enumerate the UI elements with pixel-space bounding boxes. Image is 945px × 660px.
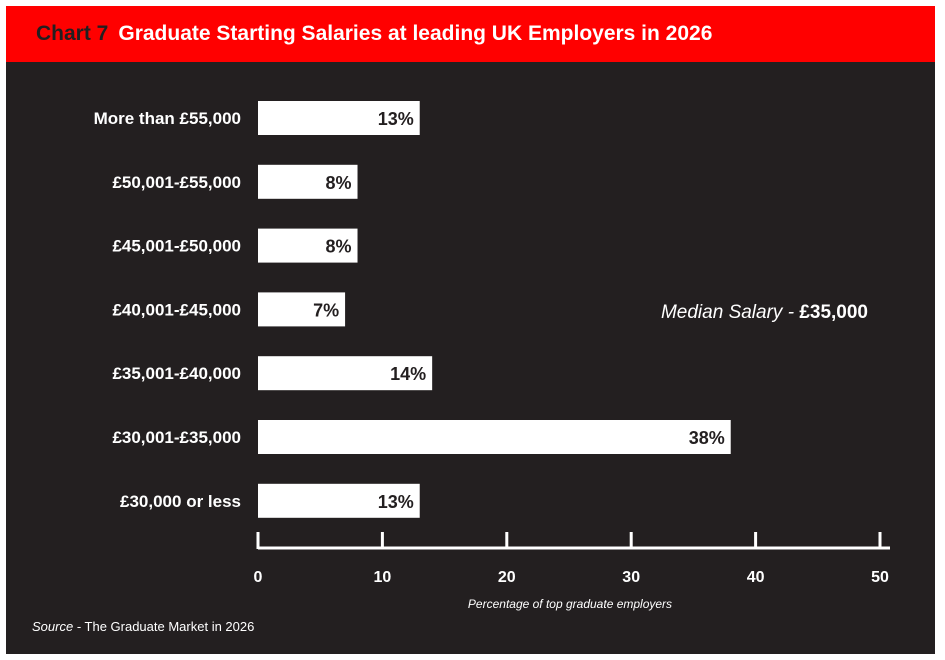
- bar: [258, 420, 731, 454]
- x-tick-label: 20: [498, 569, 516, 586]
- chart-title: Graduate Starting Salaries at leading UK…: [118, 22, 713, 45]
- x-axis: 0 10 20 30 40 50: [254, 532, 890, 586]
- chart-number: Chart 7: [36, 22, 109, 45]
- median-salary-prefix: Median Salary -: [661, 302, 799, 323]
- bar: [258, 292, 346, 327]
- bar-value-label: 38%: [689, 428, 725, 448]
- x-tick-label: 50: [871, 569, 889, 586]
- bar-value-label: 13%: [378, 109, 414, 129]
- bar-value-label: 8%: [326, 237, 352, 257]
- x-tick-label: 30: [622, 569, 640, 586]
- category-label: £30,000 or less: [120, 492, 241, 511]
- category-label: £35,001-£40,000: [112, 364, 241, 383]
- bar-value-label: 7%: [313, 300, 339, 320]
- bar-chart: More than £55,000 13% £50,001-£55,000 8% £45…: [32, 101, 890, 634]
- bar: [258, 101, 420, 135]
- category-label: More than £55,000: [94, 109, 241, 128]
- source-note: Source - The Graduate Market in 2026: [32, 619, 254, 634]
- category-label: £40,001-£45,000: [112, 300, 241, 319]
- bar-value-label: 8%: [326, 173, 352, 193]
- bars-layer: More than £55,000 13% £50,001-£55,000 8% £45…: [94, 101, 731, 518]
- bar: [258, 164, 358, 199]
- bar: [258, 228, 358, 263]
- bar-value-label: 13%: [378, 492, 414, 512]
- chart-panel: Chart 7 Graduate Starting Salaries at le…: [6, 6, 935, 654]
- category-label: £45,001-£50,000: [112, 237, 241, 256]
- x-tick-label: 40: [747, 569, 765, 586]
- source-text: - The Graduate Market in 2026: [73, 619, 254, 634]
- median-salary-value: £35,000: [799, 302, 868, 323]
- median-salary-annotation: Median Salary - £35,000: [661, 302, 868, 323]
- category-label: £50,001-£55,000: [112, 173, 241, 192]
- x-tick-label: 10: [374, 569, 392, 586]
- x-tick-label: 0: [254, 569, 263, 586]
- bar: [258, 483, 420, 518]
- bar: [258, 356, 433, 391]
- category-label: £30,001-£35,000: [112, 428, 241, 447]
- plot-area: More than £55,000 13% £50,001-£55,000 8% £45…: [6, 62, 935, 654]
- bar-value-label: 14%: [390, 364, 426, 384]
- x-axis-title: Percentage of top graduate employers: [468, 597, 672, 611]
- chart-header: Chart 7 Graduate Starting Salaries at le…: [6, 6, 935, 62]
- source-prefix: Source: [32, 619, 73, 634]
